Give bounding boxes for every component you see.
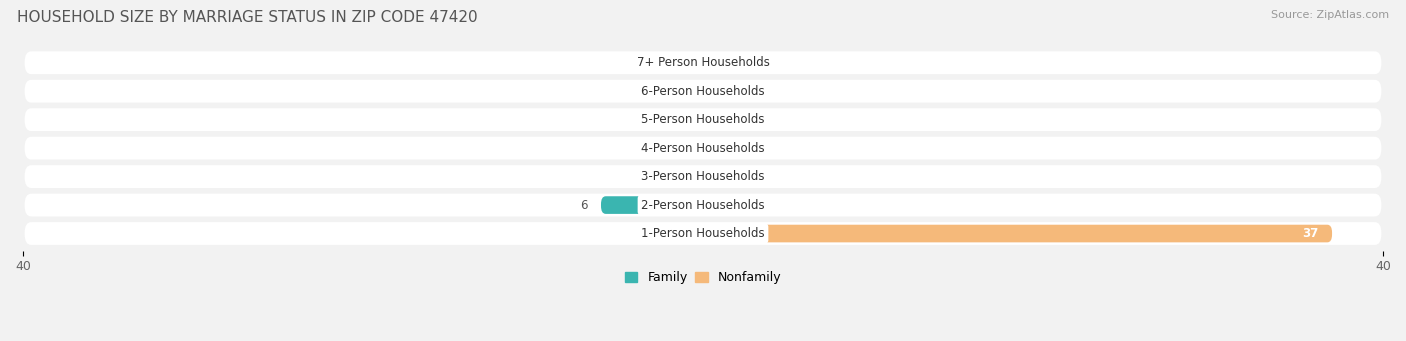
Text: 2-Person Households: 2-Person Households — [641, 198, 765, 211]
Text: 0: 0 — [759, 170, 766, 183]
FancyBboxPatch shape — [703, 196, 745, 214]
FancyBboxPatch shape — [25, 194, 1381, 217]
Text: 7+ Person Households: 7+ Person Households — [637, 56, 769, 69]
Text: 0: 0 — [759, 198, 766, 211]
Text: 0: 0 — [640, 113, 647, 126]
Text: 0: 0 — [640, 170, 647, 183]
Text: 5-Person Households: 5-Person Households — [641, 113, 765, 126]
FancyBboxPatch shape — [661, 225, 703, 242]
Text: 0: 0 — [640, 85, 647, 98]
FancyBboxPatch shape — [703, 225, 1331, 242]
FancyBboxPatch shape — [703, 139, 745, 157]
Legend: Family, Nonfamily: Family, Nonfamily — [620, 266, 786, 290]
FancyBboxPatch shape — [25, 222, 1381, 245]
FancyBboxPatch shape — [25, 80, 1381, 103]
Text: 1-Person Households: 1-Person Households — [641, 227, 765, 240]
FancyBboxPatch shape — [25, 108, 1381, 131]
FancyBboxPatch shape — [661, 54, 703, 72]
FancyBboxPatch shape — [661, 83, 703, 100]
FancyBboxPatch shape — [600, 196, 703, 214]
FancyBboxPatch shape — [703, 111, 745, 129]
FancyBboxPatch shape — [25, 165, 1381, 188]
Text: 0: 0 — [640, 227, 647, 240]
FancyBboxPatch shape — [703, 54, 745, 72]
FancyBboxPatch shape — [25, 51, 1381, 74]
FancyBboxPatch shape — [661, 111, 703, 129]
FancyBboxPatch shape — [25, 137, 1381, 160]
Text: 0: 0 — [759, 142, 766, 155]
Text: 0: 0 — [640, 142, 647, 155]
Text: 3-Person Households: 3-Person Households — [641, 170, 765, 183]
Text: 37: 37 — [1302, 227, 1319, 240]
FancyBboxPatch shape — [661, 168, 703, 186]
Text: 6: 6 — [579, 198, 588, 211]
Text: 0: 0 — [640, 56, 647, 69]
FancyBboxPatch shape — [661, 139, 703, 157]
Text: 6-Person Households: 6-Person Households — [641, 85, 765, 98]
FancyBboxPatch shape — [703, 83, 745, 100]
Text: 0: 0 — [759, 56, 766, 69]
Text: Source: ZipAtlas.com: Source: ZipAtlas.com — [1271, 10, 1389, 20]
Text: HOUSEHOLD SIZE BY MARRIAGE STATUS IN ZIP CODE 47420: HOUSEHOLD SIZE BY MARRIAGE STATUS IN ZIP… — [17, 10, 478, 25]
Text: 0: 0 — [759, 85, 766, 98]
Text: 4-Person Households: 4-Person Households — [641, 142, 765, 155]
Text: 0: 0 — [759, 113, 766, 126]
FancyBboxPatch shape — [703, 168, 745, 186]
